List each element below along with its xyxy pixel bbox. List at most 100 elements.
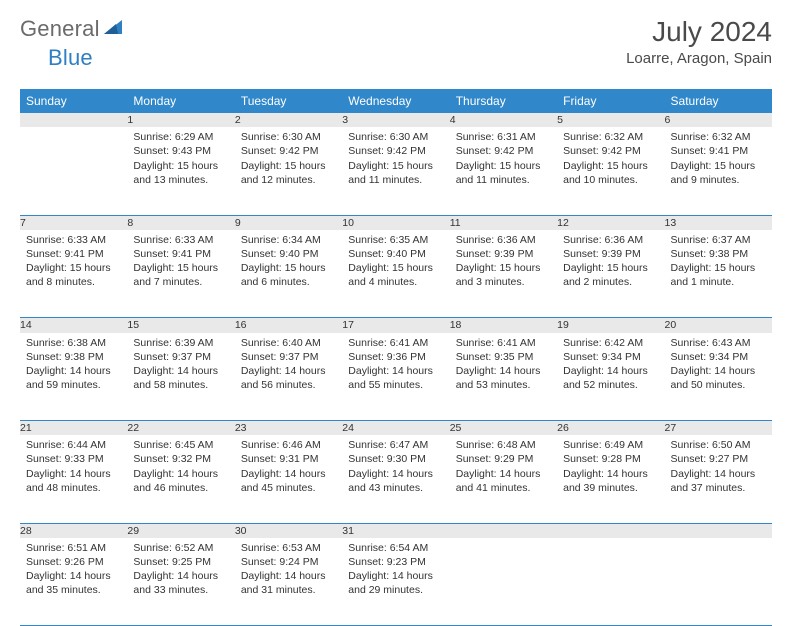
weekday-header: Friday	[557, 89, 664, 113]
sunrise-text: Sunrise: 6:30 AM	[241, 130, 336, 144]
day-cell: Sunrise: 6:51 AMSunset: 9:26 PMDaylight:…	[20, 538, 127, 626]
daylight-text: Daylight: 14 hours and 50 minutes.	[671, 364, 766, 392]
sunrise-text: Sunrise: 6:35 AM	[348, 233, 443, 247]
day-number: 19	[557, 318, 664, 333]
sunset-text: Sunset: 9:35 PM	[456, 350, 551, 364]
sunset-text: Sunset: 9:38 PM	[671, 247, 766, 261]
day-cell: Sunrise: 6:33 AMSunset: 9:41 PMDaylight:…	[127, 230, 234, 318]
sunrise-text: Sunrise: 6:38 AM	[26, 336, 121, 350]
daylight-text: Daylight: 14 hours and 43 minutes.	[348, 467, 443, 495]
day-cell: Sunrise: 6:36 AMSunset: 9:39 PMDaylight:…	[557, 230, 664, 318]
day-number: 4	[450, 113, 557, 127]
day-cell-content: Sunrise: 6:31 AMSunset: 9:42 PMDaylight:…	[450, 127, 557, 193]
day-cell-content: Sunrise: 6:41 AMSunset: 9:36 PMDaylight:…	[342, 333, 449, 399]
sunrise-text: Sunrise: 6:34 AM	[241, 233, 336, 247]
day-cell-content: Sunrise: 6:51 AMSunset: 9:26 PMDaylight:…	[20, 538, 127, 604]
day-cell-content: Sunrise: 6:32 AMSunset: 9:41 PMDaylight:…	[665, 127, 772, 193]
daylight-text: Daylight: 15 hours and 11 minutes.	[348, 159, 443, 187]
daylight-text: Daylight: 14 hours and 59 minutes.	[26, 364, 121, 392]
sunset-text: Sunset: 9:38 PM	[26, 350, 121, 364]
sunrise-text: Sunrise: 6:41 AM	[456, 336, 551, 350]
sunset-text: Sunset: 9:26 PM	[26, 555, 121, 569]
day-cell: Sunrise: 6:32 AMSunset: 9:42 PMDaylight:…	[557, 127, 664, 215]
sunrise-text: Sunrise: 6:47 AM	[348, 438, 443, 452]
daylight-text: Daylight: 15 hours and 10 minutes.	[563, 159, 658, 187]
day-cell: Sunrise: 6:43 AMSunset: 9:34 PMDaylight:…	[665, 333, 772, 421]
day-cell-content: Sunrise: 6:30 AMSunset: 9:42 PMDaylight:…	[342, 127, 449, 193]
day-cell: Sunrise: 6:34 AMSunset: 9:40 PMDaylight:…	[235, 230, 342, 318]
daylight-text: Daylight: 15 hours and 2 minutes.	[563, 261, 658, 289]
day-cell-content: Sunrise: 6:34 AMSunset: 9:40 PMDaylight:…	[235, 230, 342, 296]
sunrise-text: Sunrise: 6:40 AM	[241, 336, 336, 350]
sunset-text: Sunset: 9:32 PM	[133, 452, 228, 466]
day-cell-content: Sunrise: 6:42 AMSunset: 9:34 PMDaylight:…	[557, 333, 664, 399]
sunrise-text: Sunrise: 6:36 AM	[563, 233, 658, 247]
day-number-row: 21222324252627	[20, 421, 772, 436]
day-cell: Sunrise: 6:49 AMSunset: 9:28 PMDaylight:…	[557, 435, 664, 523]
sunrise-text: Sunrise: 6:29 AM	[133, 130, 228, 144]
day-number: 16	[235, 318, 342, 333]
sunset-text: Sunset: 9:34 PM	[563, 350, 658, 364]
day-cell-content: Sunrise: 6:43 AMSunset: 9:34 PMDaylight:…	[665, 333, 772, 399]
day-cell-content: Sunrise: 6:49 AMSunset: 9:28 PMDaylight:…	[557, 435, 664, 501]
daylight-text: Daylight: 15 hours and 3 minutes.	[456, 261, 551, 289]
daylight-text: Daylight: 14 hours and 46 minutes.	[133, 467, 228, 495]
logo-text-general: General	[20, 16, 100, 42]
month-title: July 2024	[626, 16, 772, 48]
sunrise-text: Sunrise: 6:48 AM	[456, 438, 551, 452]
logo-text-blue: Blue	[48, 45, 93, 71]
sunrise-text: Sunrise: 6:42 AM	[563, 336, 658, 350]
sunset-text: Sunset: 9:42 PM	[456, 144, 551, 158]
day-cell-content: Sunrise: 6:36 AMSunset: 9:39 PMDaylight:…	[450, 230, 557, 296]
day-cell-content: Sunrise: 6:44 AMSunset: 9:33 PMDaylight:…	[20, 435, 127, 501]
day-cell: Sunrise: 6:39 AMSunset: 9:37 PMDaylight:…	[127, 333, 234, 421]
day-number-row: 123456	[20, 113, 772, 127]
daylight-text: Daylight: 14 hours and 33 minutes.	[133, 569, 228, 597]
day-cell-content: Sunrise: 6:46 AMSunset: 9:31 PMDaylight:…	[235, 435, 342, 501]
day-cell: Sunrise: 6:42 AMSunset: 9:34 PMDaylight:…	[557, 333, 664, 421]
day-cell: Sunrise: 6:40 AMSunset: 9:37 PMDaylight:…	[235, 333, 342, 421]
day-number-empty	[557, 523, 664, 538]
daylight-text: Daylight: 15 hours and 13 minutes.	[133, 159, 228, 187]
day-cell-content: Sunrise: 6:29 AMSunset: 9:43 PMDaylight:…	[127, 127, 234, 193]
sunset-text: Sunset: 9:29 PM	[456, 452, 551, 466]
daylight-text: Daylight: 14 hours and 39 minutes.	[563, 467, 658, 495]
sunset-text: Sunset: 9:33 PM	[26, 452, 121, 466]
day-cell-content: Sunrise: 6:53 AMSunset: 9:24 PMDaylight:…	[235, 538, 342, 604]
day-number-row: 78910111213	[20, 215, 772, 230]
sunset-text: Sunset: 9:39 PM	[563, 247, 658, 261]
sunrise-text: Sunrise: 6:33 AM	[133, 233, 228, 247]
day-cell: Sunrise: 6:46 AMSunset: 9:31 PMDaylight:…	[235, 435, 342, 523]
sunrise-text: Sunrise: 6:36 AM	[456, 233, 551, 247]
sunset-text: Sunset: 9:31 PM	[241, 452, 336, 466]
sunrise-text: Sunrise: 6:33 AM	[26, 233, 121, 247]
calendar-table: Sunday Monday Tuesday Wednesday Thursday…	[20, 89, 772, 626]
sunset-text: Sunset: 9:43 PM	[133, 144, 228, 158]
day-number: 17	[342, 318, 449, 333]
daylight-text: Daylight: 15 hours and 1 minute.	[671, 261, 766, 289]
sunrise-text: Sunrise: 6:43 AM	[671, 336, 766, 350]
day-cell	[557, 538, 664, 626]
day-cell: Sunrise: 6:37 AMSunset: 9:38 PMDaylight:…	[665, 230, 772, 318]
sunset-text: Sunset: 9:30 PM	[348, 452, 443, 466]
sunrise-text: Sunrise: 6:52 AM	[133, 541, 228, 555]
sunset-text: Sunset: 9:41 PM	[133, 247, 228, 261]
daylight-text: Daylight: 14 hours and 29 minutes.	[348, 569, 443, 597]
day-number: 14	[20, 318, 127, 333]
daylight-text: Daylight: 14 hours and 31 minutes.	[241, 569, 336, 597]
daylight-text: Daylight: 15 hours and 7 minutes.	[133, 261, 228, 289]
day-cell-content: Sunrise: 6:50 AMSunset: 9:27 PMDaylight:…	[665, 435, 772, 501]
day-cell: Sunrise: 6:38 AMSunset: 9:38 PMDaylight:…	[20, 333, 127, 421]
daylight-text: Daylight: 14 hours and 58 minutes.	[133, 364, 228, 392]
day-number: 6	[665, 113, 772, 127]
day-cell-content: Sunrise: 6:48 AMSunset: 9:29 PMDaylight:…	[450, 435, 557, 501]
sunset-text: Sunset: 9:39 PM	[456, 247, 551, 261]
day-cell-content: Sunrise: 6:39 AMSunset: 9:37 PMDaylight:…	[127, 333, 234, 399]
day-number: 15	[127, 318, 234, 333]
day-number: 7	[20, 215, 127, 230]
sunset-text: Sunset: 9:27 PM	[671, 452, 766, 466]
day-number: 22	[127, 421, 234, 436]
sunrise-text: Sunrise: 6:49 AM	[563, 438, 658, 452]
day-cell: Sunrise: 6:54 AMSunset: 9:23 PMDaylight:…	[342, 538, 449, 626]
day-cell: Sunrise: 6:29 AMSunset: 9:43 PMDaylight:…	[127, 127, 234, 215]
